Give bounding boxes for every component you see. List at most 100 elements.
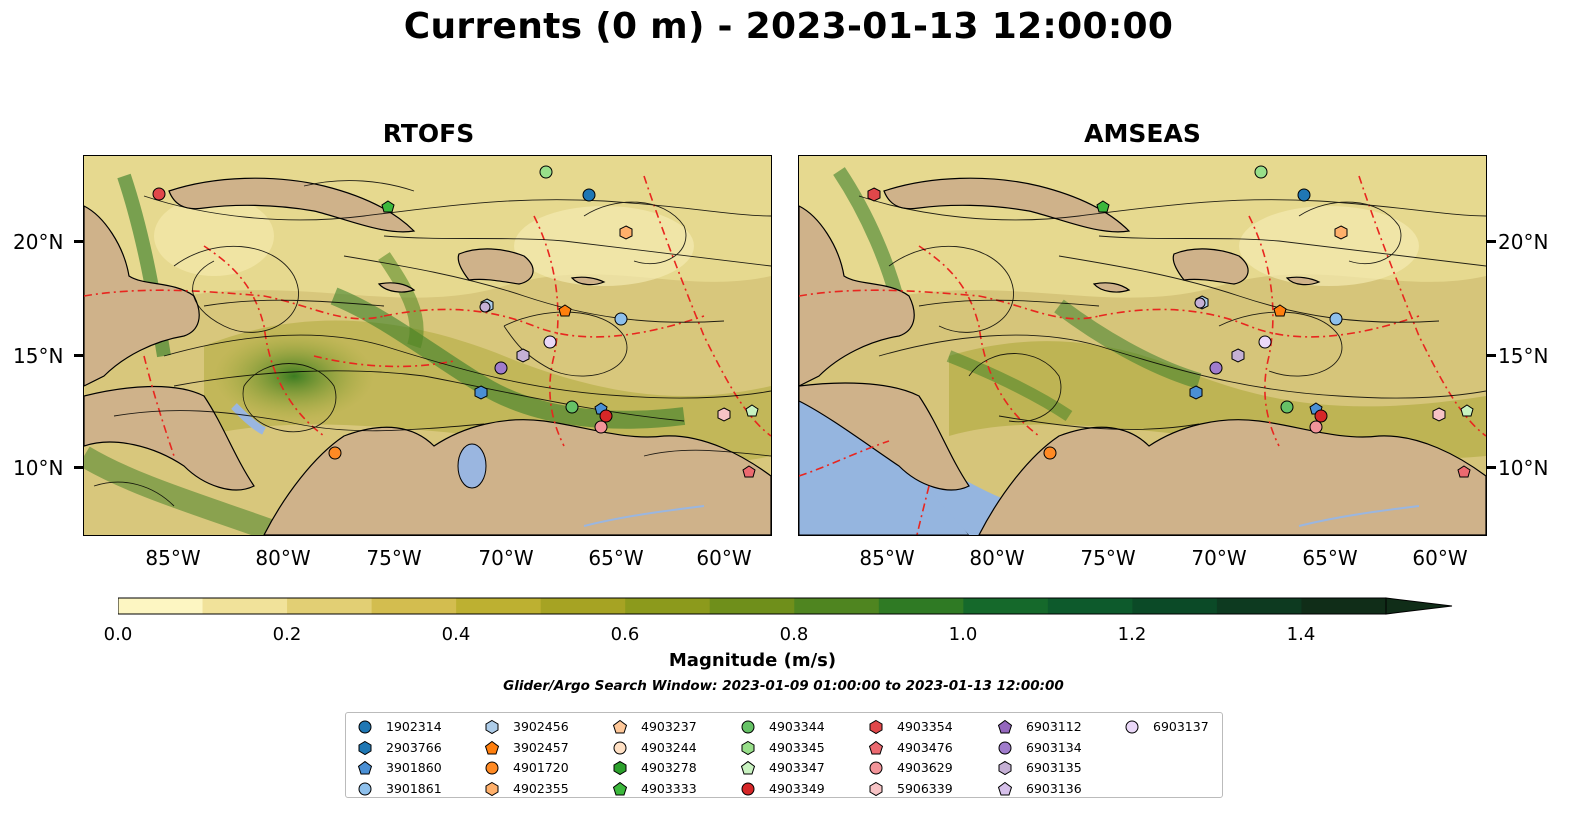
lon-label-70w-rtofs: 70°W: [478, 546, 534, 570]
pentagon-marker-icon: [997, 719, 1013, 734]
legend-label: 4903354: [897, 719, 953, 734]
colorbar-tick-0.6: 0.6: [610, 624, 640, 645]
colorbar-cell: [963, 598, 1049, 614]
legend-label: 5906339: [897, 780, 953, 796]
lat-tick: [74, 354, 84, 357]
colorbar-cell: [1301, 598, 1387, 614]
pentagon-marker-icon: [740, 760, 756, 775]
lat-tick: [74, 466, 84, 469]
lon-label-75w-rtofs: 75°W: [366, 546, 422, 570]
hexagon-marker-icon: [613, 760, 627, 776]
colorbar-cell: [794, 598, 880, 614]
legend-label: 4901720: [513, 760, 569, 775]
circle-marker-icon: [358, 782, 372, 795]
lat-label-20n-right: 20°N: [1498, 230, 1549, 254]
map-amseas[interactable]: [798, 155, 1487, 536]
legend-label: 3902456: [513, 719, 569, 734]
lat-tick: [1486, 354, 1496, 357]
lat-tick: [74, 240, 84, 243]
legend-label: 4903345: [769, 739, 825, 755]
circle-marker-icon: [485, 761, 499, 775]
circle-marker-icon: [613, 741, 627, 754]
hexagon-marker-icon: [869, 719, 883, 735]
legend-label: 1902314: [386, 719, 442, 734]
lon-label-80w-amseas: 80°W: [969, 546, 1025, 570]
colorbar-tick-1.4: 1.4: [1286, 624, 1316, 645]
colorbar-tick-1.0: 1.0: [948, 624, 978, 645]
colorbar-tick-0.0: 0.0: [103, 624, 133, 645]
colorbar-cell: [1132, 598, 1218, 614]
circle-marker-icon: [998, 741, 1012, 754]
legend-label: 4902355: [513, 780, 569, 796]
colorbar-cell: [287, 598, 373, 614]
hexagon-marker-icon: [485, 781, 499, 796]
colorbar-title: Magnitude (m/s): [668, 650, 837, 671]
legend-label: 3902457: [513, 739, 569, 755]
colorbar-cell: [202, 598, 288, 614]
colorbar-tick-0.2: 0.2: [272, 624, 302, 645]
circle-marker-icon: [741, 782, 755, 795]
legend-label: 4903476: [897, 739, 953, 755]
legend-label: 4903244: [641, 739, 697, 755]
colorbar-cell: [1216, 598, 1302, 614]
pentagon-marker-icon: [868, 740, 884, 754]
legend-label: 4903349: [769, 780, 825, 796]
colorbar-cell: [625, 598, 711, 614]
lat-label-15n-right: 15°N: [1498, 344, 1549, 368]
legend-label: 4903344: [769, 719, 825, 734]
legend-label: 4903347: [769, 760, 825, 775]
colorbar-tick-1.2: 1.2: [1117, 624, 1147, 645]
pentagon-marker-icon: [484, 740, 500, 754]
colorbar-cell: [118, 598, 204, 614]
colorbar-cell: [878, 598, 964, 614]
lat-label-10n-right: 10°N: [1498, 456, 1549, 480]
lon-label-65w-amseas: 65°W: [1302, 546, 1358, 570]
colorbar-cell: [709, 598, 795, 614]
legend: 1902314 2903766 3901860 3901861 3902456 39024…: [345, 712, 1223, 798]
hexagon-marker-icon: [998, 760, 1012, 776]
legend-label: 6903112: [1026, 719, 1082, 734]
circle-marker-icon: [1125, 720, 1139, 734]
colorbar-cell: [1047, 598, 1133, 614]
colorbar-tick-0.8: 0.8: [779, 624, 809, 645]
colorbar: [118, 597, 1453, 615]
hexagon-marker-icon: [869, 781, 883, 796]
panel-title-amseas: AMSEAS: [1084, 119, 1201, 148]
colorbar-cell: [371, 598, 457, 614]
legend-label: 4903629: [897, 760, 953, 775]
legend-label: 6903135: [1026, 760, 1082, 775]
lat-label-20n-left: 20°N: [13, 230, 64, 254]
legend-label: 6903137: [1153, 719, 1209, 734]
colorbar-cell: [456, 598, 542, 614]
lat-tick: [1486, 466, 1496, 469]
legend-label: 3901861: [386, 780, 442, 796]
figure-title: Currents (0 m) - 2023-01-13 12:00:00: [403, 6, 1174, 47]
lon-label-65w-rtofs: 65°W: [588, 546, 644, 570]
lon-label-85w-amseas: 85°W: [859, 546, 915, 570]
lon-label-70w-amseas: 70°W: [1191, 546, 1247, 570]
colorbar-extend-arrow: [1385, 597, 1453, 615]
hexagon-marker-icon: [741, 740, 755, 755]
colorbar-tick-0.4: 0.4: [441, 624, 471, 645]
panel-title-rtofs: RTOFS: [382, 119, 475, 148]
circle-marker-icon: [741, 720, 755, 734]
legend-label: 6903134: [1026, 739, 1082, 755]
pentagon-marker-icon: [612, 781, 628, 795]
lon-label-75w-amseas: 75°W: [1080, 546, 1136, 570]
search-window-subtitle: Glider/Argo Search Window: 2023-01-09 01…: [503, 678, 1064, 694]
lat-tick: [1486, 240, 1496, 243]
circle-marker-icon: [869, 761, 883, 775]
lon-label-60w-rtofs: 60°W: [696, 546, 752, 570]
hexagon-marker-icon: [358, 740, 372, 755]
lat-label-15n-left: 15°N: [13, 344, 64, 368]
pentagon-marker-icon: [997, 781, 1013, 795]
colorbar-cell: [540, 598, 626, 614]
lon-label-80w-rtofs: 80°W: [255, 546, 311, 570]
legend-label: 3901860: [386, 760, 442, 775]
legend-label: 4903333: [641, 780, 697, 796]
lat-label-10n-left: 10°N: [13, 456, 64, 480]
map-rtofs[interactable]: [83, 155, 772, 536]
legend-label: 4903237: [641, 719, 697, 734]
circle-marker-icon: [358, 720, 372, 734]
lon-label-85w-rtofs: 85°W: [145, 546, 201, 570]
